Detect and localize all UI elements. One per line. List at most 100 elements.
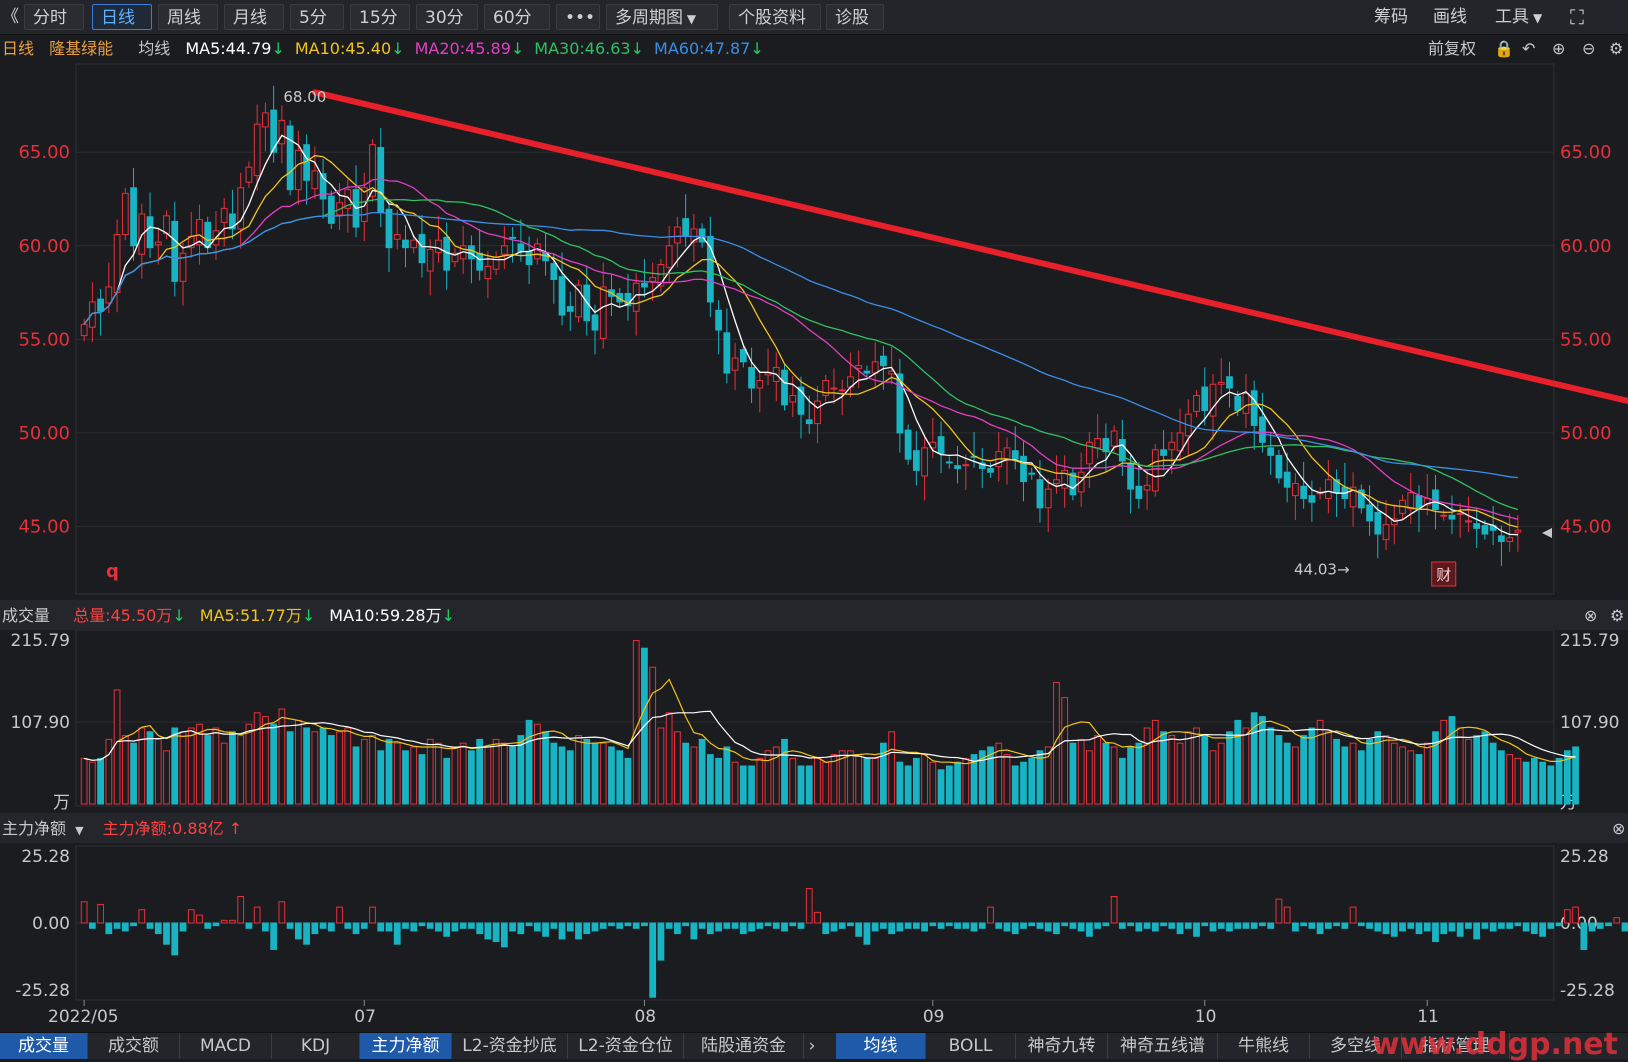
indicator-tab[interactable]: 成交额 (88, 1033, 180, 1059)
zoom-out-icon[interactable]: ⊖ (1582, 39, 1596, 58)
volume-bar (294, 719, 302, 805)
chips-button[interactable]: 筹码 (1374, 7, 1408, 27)
tab-7[interactable]: 60分 (484, 4, 550, 30)
indicator-tabs: 成交量 成交额 MACD KDJ 主力净额 L2-资金抄底 L2-资金仓位 陆股通资金 › 均… (0, 1027, 1628, 1062)
tab-0[interactable]: 分时 (24, 4, 84, 30)
chevron-right-icon[interactable]: › (808, 1036, 816, 1056)
netflow-bar (781, 922, 788, 932)
volume-bar (1481, 731, 1489, 805)
netflow-bar (566, 922, 574, 932)
volume-bar (575, 735, 582, 805)
indicator-tab[interactable]: 陆股通资金 (684, 1033, 804, 1059)
zoom-in-icon[interactable]: ⊕ (1552, 39, 1566, 58)
candle (1028, 472, 1036, 475)
netflow-bar (1168, 922, 1176, 929)
chevron-down-icon[interactable]: ▼ (75, 824, 84, 837)
netflow-bar (1094, 922, 1102, 929)
indicator-tab[interactable]: L2-资金抄底 (452, 1033, 568, 1059)
indicator-tab[interactable]: MACD (180, 1033, 272, 1059)
netflow-bar (1580, 922, 1588, 951)
collapse-left-icon[interactable]: 《 (2, 7, 19, 27)
arrow-up-icon: ↑ (228, 819, 243, 838)
volume-bar (336, 731, 343, 805)
tab-8[interactable]: ••• (556, 4, 600, 30)
netflow-bar (1374, 922, 1382, 932)
candle (484, 265, 492, 280)
volume-bar (443, 757, 451, 805)
volume-bar (1456, 727, 1464, 805)
volume-bar (410, 746, 418, 805)
arrow-down-icon: ↓ (441, 606, 455, 625)
volume-bar (492, 738, 500, 805)
netflow-bar (1596, 922, 1604, 929)
overlay-tab[interactable]: 神奇五线谱 (1108, 1033, 1218, 1059)
draw-button[interactable]: 画线 (1433, 7, 1467, 27)
netflow-title[interactable]: 主力净额 (2, 819, 67, 838)
overlay-tab[interactable]: 牛熊线 (1218, 1033, 1310, 1059)
tab-9[interactable]: 多周期图 ▼ (606, 4, 718, 30)
tab-2[interactable]: 周线 (158, 4, 218, 30)
tab-10[interactable]: 个股资料 (729, 4, 821, 30)
overlay-tab[interactable]: 均线 (836, 1033, 926, 1059)
y-tick-label: 65.00 (18, 142, 70, 163)
volume-bar (204, 735, 212, 805)
candle (402, 239, 409, 249)
candle (1242, 393, 1250, 414)
netflow-bar (616, 922, 624, 929)
indicator-tab[interactable]: 主力净额 (360, 1033, 452, 1059)
netflow-bar (1151, 922, 1159, 932)
volume-bar (1226, 731, 1233, 805)
overlay-tab[interactable]: 指标管理 (1402, 1033, 1510, 1059)
netflow-bar (492, 922, 500, 943)
settings-icon[interactable]: ⚙ (1609, 39, 1624, 58)
overlay-tab[interactable]: BOLL (926, 1033, 1016, 1059)
overlay-tab[interactable]: 神奇九转 (1016, 1033, 1108, 1059)
tab-3[interactable]: 月线 (224, 4, 284, 30)
close-icon[interactable]: ⊗ (1584, 606, 1598, 625)
kline-chart[interactable]: 65.00 65.00 60.00 60.00 55.00 55.00 50.00 50.00… (0, 0, 1628, 1032)
tab-5[interactable]: 15分 (350, 4, 410, 30)
candle (937, 436, 945, 455)
candle (1110, 430, 1118, 447)
netflow-bar (797, 922, 805, 929)
volume-bar (311, 731, 319, 805)
close-icon[interactable]: ⊗ (1612, 819, 1626, 838)
netflow-bar (665, 922, 673, 929)
tools-button[interactable]: 工具 ▼ (1495, 4, 1542, 30)
candle (1448, 514, 1456, 520)
netflow-bar (550, 922, 558, 929)
netflow-bar (369, 906, 376, 924)
volume-bar (731, 761, 739, 805)
arrow-down-icon: ↓ (271, 39, 285, 58)
lock-icon[interactable]: 🔒 (1494, 39, 1514, 58)
candle (781, 369, 788, 406)
netflow-bar (1324, 922, 1332, 929)
candle (558, 276, 566, 316)
netflow-bar (904, 922, 912, 929)
indicator-tab[interactable]: L2-资金仓位 (568, 1033, 684, 1059)
netflow-bar (1292, 922, 1299, 932)
netflow-bar (1423, 922, 1431, 932)
tab-6[interactable]: 30分 (416, 4, 478, 30)
tab-11[interactable]: 诊股 (826, 4, 884, 30)
volume-bar (1168, 735, 1176, 805)
netflow-bar (1061, 922, 1069, 927)
overlay-tab[interactable]: 多空线 (1310, 1033, 1402, 1059)
y-tick-label: 60.00 (1560, 236, 1612, 257)
netflow-bar (1267, 922, 1275, 929)
adjust-label[interactable]: 前复权 (1428, 39, 1477, 58)
settings-icon[interactable]: ⚙ (1610, 606, 1625, 625)
tab-1[interactable]: 日线 (92, 4, 152, 30)
indicator-tab[interactable]: 成交量 (0, 1033, 88, 1059)
fullscreen-icon[interactable]: ⛶ (1570, 5, 1584, 29)
netflow-bar (583, 922, 591, 935)
netflow-bar (789, 922, 797, 927)
undo-icon[interactable]: ↶ (1522, 39, 1536, 58)
netflow-bar (204, 922, 212, 929)
netflow-bar (121, 922, 129, 932)
netflow-bar (657, 922, 665, 961)
indicator-tab[interactable]: KDJ (272, 1033, 360, 1059)
volume-bar (187, 727, 195, 805)
candle (748, 366, 755, 389)
tab-4[interactable]: 5分 (290, 4, 344, 30)
